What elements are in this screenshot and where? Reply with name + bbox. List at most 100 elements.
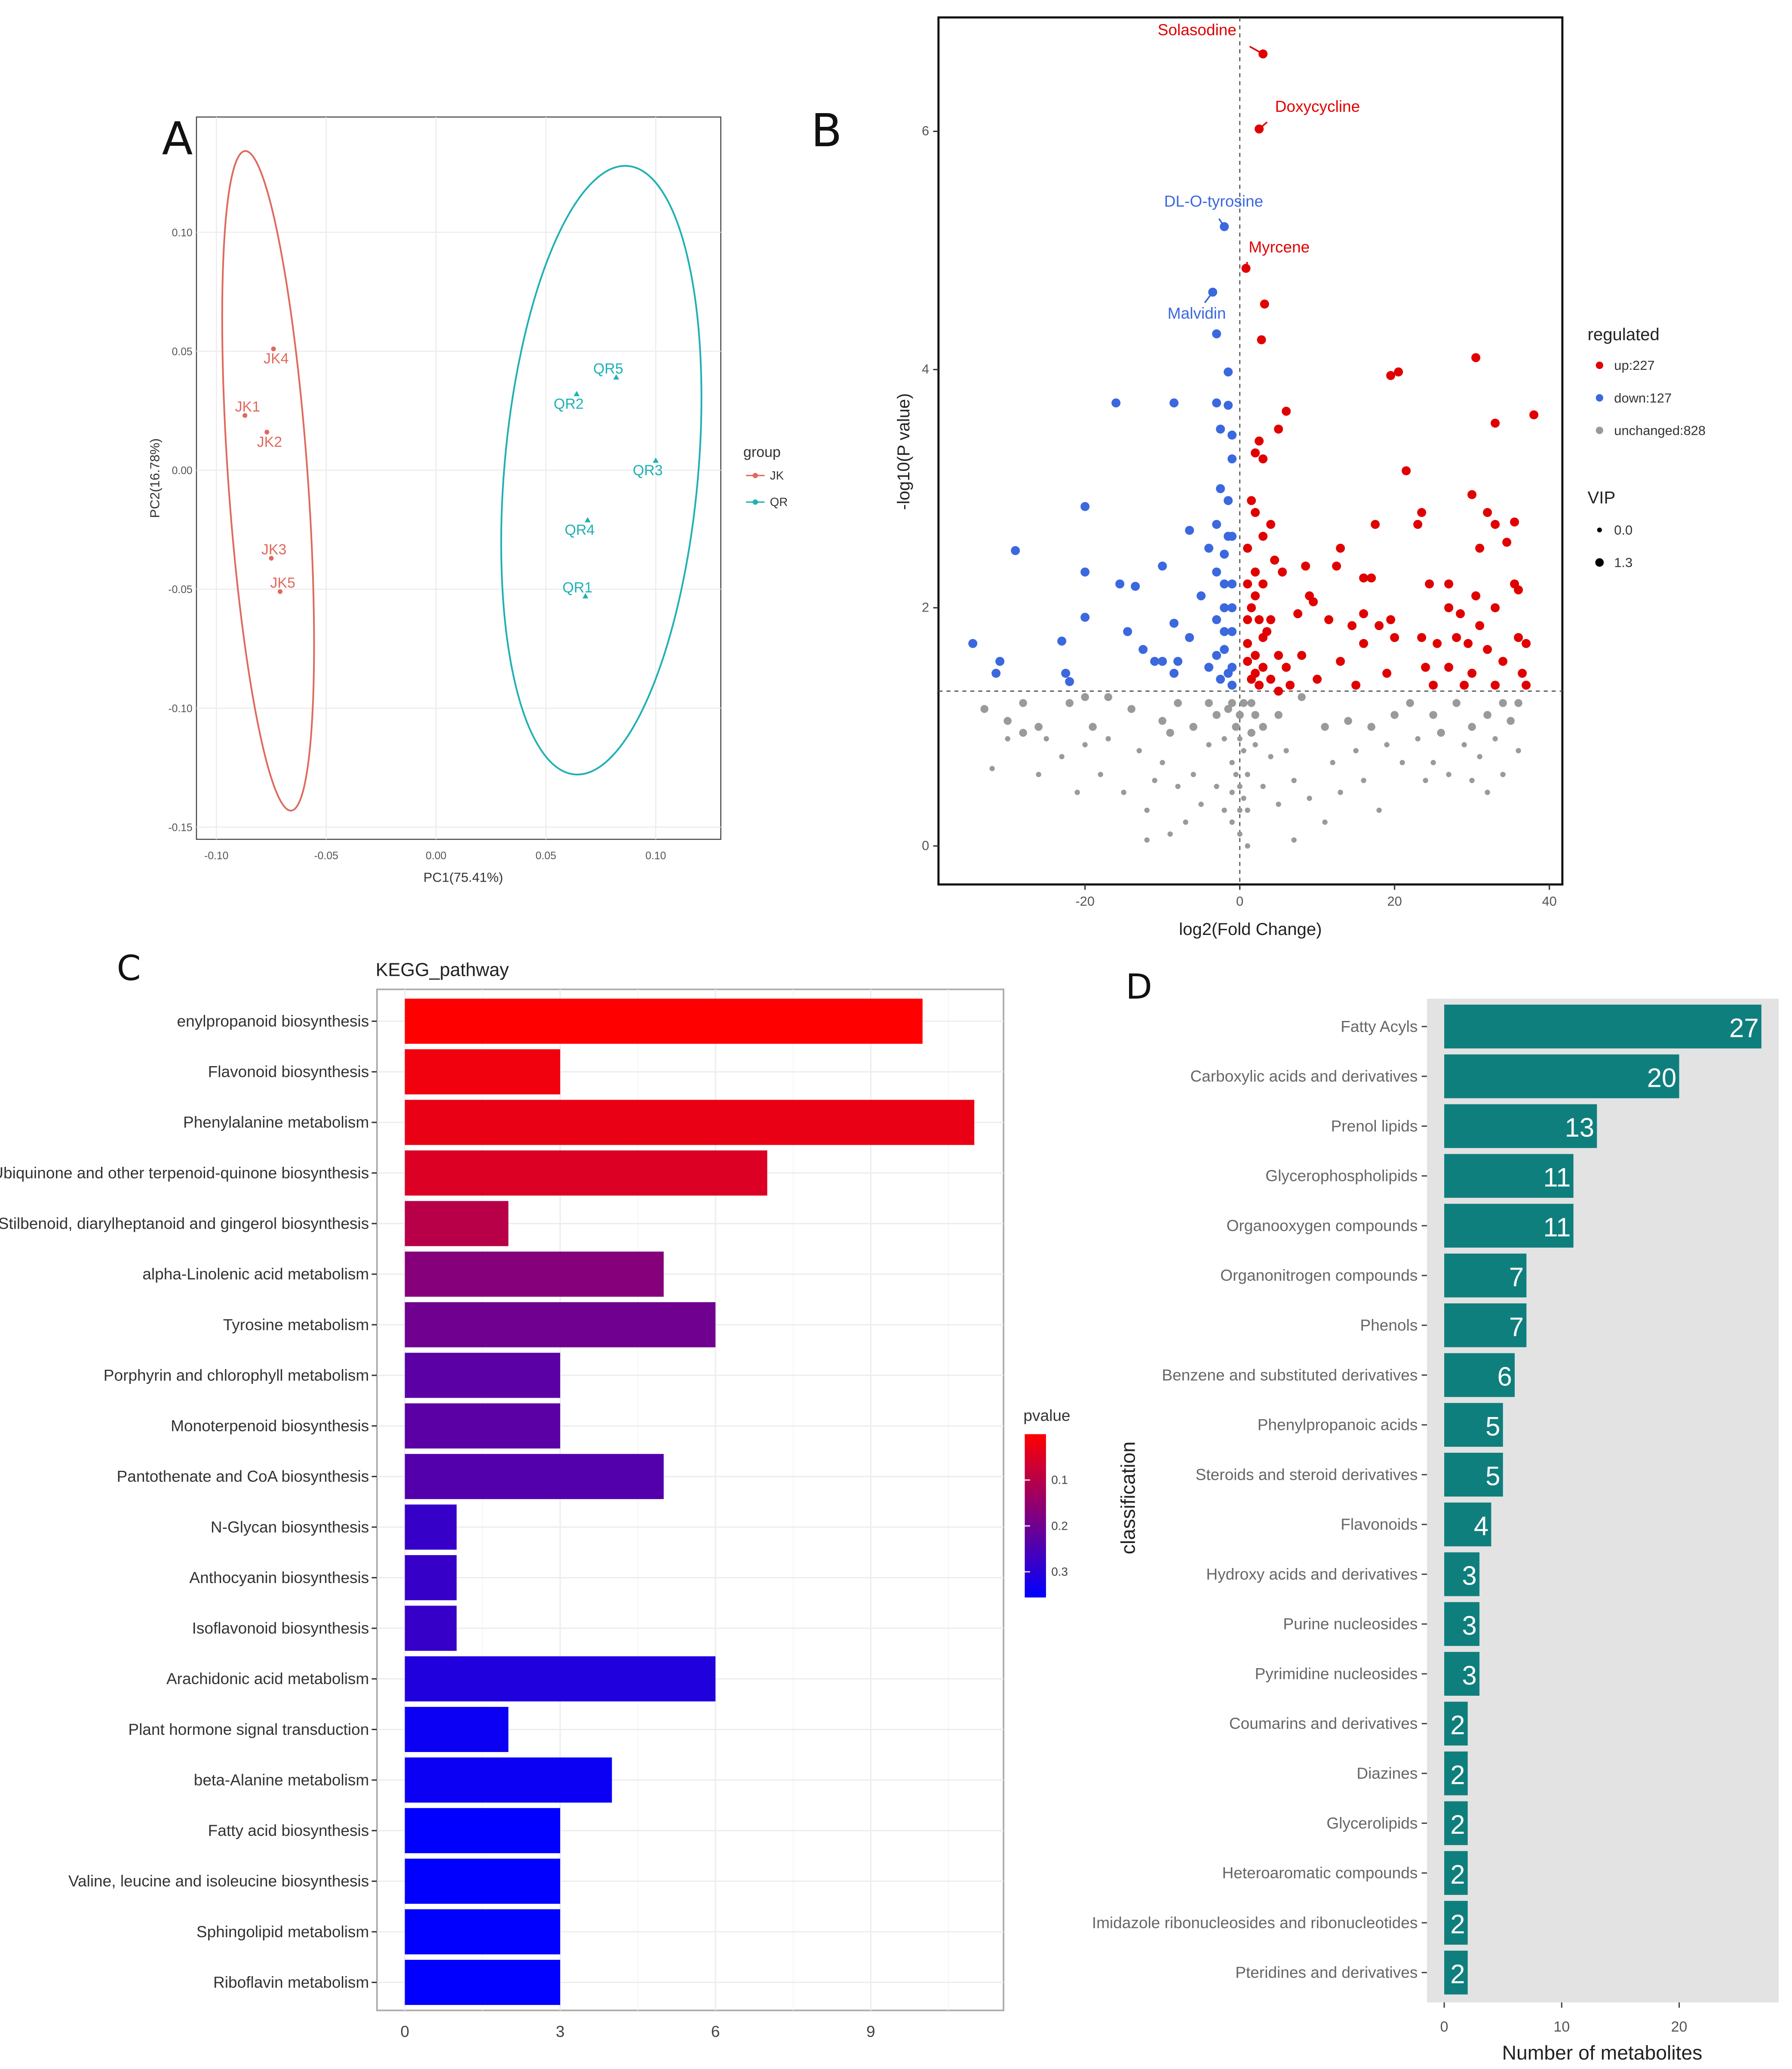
x-tick-label: 3 (556, 2022, 565, 2040)
pathway-bar (405, 1555, 457, 1601)
pathway-bar (405, 1960, 560, 2005)
classification-bar (1444, 1851, 1468, 1895)
unchanged-point (1221, 736, 1227, 742)
up-regulated-point (1452, 633, 1461, 642)
unchanged-point (1446, 772, 1451, 778)
jk-sample-point (242, 413, 248, 418)
plot-area (937, 16, 1564, 886)
unchanged-point (980, 705, 988, 713)
classification-label: Benzene and substituted derivatives (1162, 1366, 1418, 1384)
bar-value-label: 3 (1462, 1611, 1477, 1641)
up-regulated-point (1351, 680, 1361, 690)
up-regulated-point (1367, 573, 1376, 583)
up-regulated-point (1421, 663, 1430, 672)
up-regulated-point (1444, 603, 1454, 612)
classification-label: Organooxygen compounds (1227, 1216, 1418, 1234)
classification-label: Diazines (1356, 1764, 1418, 1782)
y-axis-title: -log10(P value) (894, 393, 913, 510)
pathway-bar (405, 1049, 560, 1094)
up-regulated-point (1255, 436, 1264, 446)
pathway-bar (405, 1504, 457, 1550)
sample-label: JK3 (261, 541, 287, 558)
classification-label: Prenol lipids (1331, 1117, 1418, 1135)
down-regulated-point (1138, 645, 1148, 654)
classification-bar (1444, 1502, 1491, 1546)
unchanged-point (1228, 699, 1236, 707)
label-leader-line (1218, 218, 1225, 227)
up-regulated-point (1255, 680, 1264, 690)
down-regulated-point (1204, 544, 1214, 553)
unchanged-point (1338, 790, 1343, 795)
legend-key (1596, 361, 1603, 369)
up-regulated-point (1491, 603, 1500, 612)
classification-label: Glycerophospholipids (1265, 1167, 1418, 1185)
classification-bar (1444, 1054, 1679, 1098)
pathway-bar (405, 1909, 560, 1955)
unchanged-point (1237, 807, 1243, 813)
unchanged-point (1233, 772, 1239, 778)
sample-label: JK2 (257, 434, 282, 450)
unchanged-point (1245, 772, 1250, 778)
unchanged-point (1390, 711, 1399, 719)
unchanged-point (1423, 778, 1428, 783)
up-regulated-point (1274, 424, 1283, 434)
up-regulated-point (1464, 639, 1473, 648)
up-regulated-point (1382, 669, 1392, 678)
up-regulated-point (1359, 639, 1369, 648)
down-regulated-point (1061, 669, 1071, 678)
plot-area (196, 116, 721, 840)
legend-label: unchanged:828 (1614, 423, 1706, 438)
down-regulated-point (1065, 677, 1074, 686)
classification-label: Glycerolipids (1326, 1814, 1418, 1832)
label-leader-line (1245, 261, 1248, 269)
pathway-bar (405, 1706, 509, 1752)
up-regulated-point (1417, 633, 1427, 642)
up-regulated-point (1394, 367, 1403, 377)
x-tick-label: 0.00 (426, 850, 446, 862)
unchanged-point (1104, 693, 1112, 701)
classification-label: Steroids and steroid derivatives (1196, 1465, 1418, 1483)
bar-value-label: 6 (1497, 1362, 1512, 1392)
down-regulated-point (1227, 532, 1237, 541)
up-regulated-point (1336, 544, 1345, 553)
bar-value-label: 7 (1509, 1312, 1524, 1342)
pathway-label: beta-Alanine metabolism (194, 1771, 369, 1789)
down-regulated-point (1220, 627, 1229, 636)
up-regulated-point (1514, 633, 1523, 642)
unchanged-point (1081, 693, 1089, 701)
unchanged-point (1330, 760, 1335, 765)
down-regulated-point (1227, 627, 1237, 636)
unchanged-point (1236, 711, 1244, 719)
unchanged-point (1384, 742, 1390, 747)
classification-bar (1444, 1751, 1468, 1795)
unchanged-point (1034, 722, 1043, 731)
pathway-label: Monoterpenoid biosynthesis (171, 1417, 369, 1435)
unchanged-point (1507, 717, 1515, 725)
classification-bar (1444, 1204, 1574, 1248)
unchanged-point (1229, 819, 1235, 825)
classification-label: Carboxylic acids and derivatives (1190, 1067, 1418, 1085)
down-regulated-point (1212, 615, 1221, 624)
classification-bar (1444, 1950, 1468, 1995)
label-leader-line (1249, 46, 1264, 55)
classification-label: Heteroaromatic compounds (1222, 1864, 1418, 1882)
down-regulated-point (1224, 367, 1233, 377)
pvalue-colorbar (1025, 1434, 1046, 1598)
unchanged-point (989, 765, 995, 772)
unchanged-point (1175, 784, 1181, 789)
up-regulated-point (1522, 680, 1531, 690)
down-regulated-point (1169, 618, 1179, 628)
legend-title: pvalue (1023, 1406, 1070, 1424)
unchanged-point (1452, 699, 1461, 707)
up-regulated-point (1266, 615, 1276, 624)
down-regulated-point (1227, 430, 1237, 440)
bar-value-label: 2 (1450, 1959, 1465, 1989)
up-regulated-point (1258, 579, 1268, 589)
pathway-bar (405, 1100, 975, 1145)
y-axis-title: classification (1117, 1442, 1139, 1554)
unchanged-point (1206, 742, 1212, 747)
down-regulated-point (1197, 591, 1206, 601)
down-regulated-point (1227, 680, 1237, 690)
